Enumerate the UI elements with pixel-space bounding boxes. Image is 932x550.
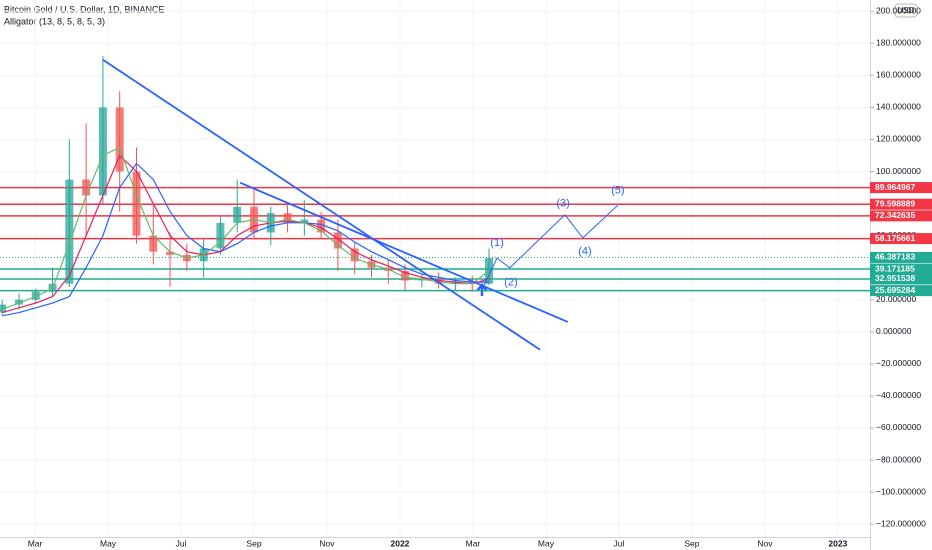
chart-title: Bitcoin Gold / U.S. Dollar, 1D, BINANCE bbox=[4, 4, 165, 14]
candle-body bbox=[149, 235, 158, 252]
x-tick-label: May bbox=[100, 538, 117, 548]
candle-body bbox=[350, 248, 359, 262]
currency-badge[interactable] bbox=[894, 3, 918, 18]
y-tick-label: 100.000000 bbox=[876, 166, 921, 176]
wave-label: (4) bbox=[578, 246, 591, 258]
x-tick-label: Jul bbox=[176, 538, 187, 548]
wave-label: (2) bbox=[504, 277, 517, 289]
alligator-line bbox=[2, 162, 489, 317]
candle-body bbox=[283, 213, 292, 223]
plot-area bbox=[0, 0, 870, 537]
y-tick-label: −60.000000 bbox=[876, 422, 921, 432]
x-tick-label: Sep bbox=[684, 538, 699, 548]
candle-body bbox=[14, 299, 23, 305]
trend-line bbox=[239, 181, 569, 323]
trend-line bbox=[102, 59, 541, 351]
y-tick-label: −20.000000 bbox=[876, 358, 921, 368]
price-label: 46.387183 bbox=[875, 252, 915, 262]
candle-body bbox=[434, 278, 443, 284]
candle-body bbox=[65, 179, 74, 284]
indicator-label: Alligator (13, 8, 5, 8, 5, 3) bbox=[4, 16, 105, 26]
candle-body bbox=[333, 232, 342, 249]
price-label-box bbox=[870, 198, 932, 210]
candle-body bbox=[115, 107, 124, 172]
candle-body bbox=[468, 282, 477, 284]
price-label: 79.598889 bbox=[875, 198, 915, 208]
price-label-box bbox=[870, 210, 932, 222]
x-tick-label: Nov bbox=[319, 538, 335, 548]
y-tick-label: 0.000000 bbox=[876, 326, 912, 336]
price-label: 72.342635 bbox=[875, 210, 915, 220]
candle-body bbox=[166, 251, 175, 255]
wave-label: (5) bbox=[611, 185, 624, 197]
alligator-line bbox=[2, 154, 490, 314]
x-tick-label: Jul bbox=[613, 538, 624, 548]
y-tick-label: −120.000000 bbox=[876, 518, 926, 528]
x-tick-label: Sep bbox=[246, 538, 261, 548]
price-label-box bbox=[870, 251, 932, 263]
x-tick-label: Mar bbox=[466, 538, 481, 548]
price-label-box bbox=[870, 182, 932, 194]
x-tick-label: 2022 bbox=[391, 538, 410, 548]
y-tick-label: −100.000000 bbox=[876, 486, 926, 496]
price-label-box bbox=[870, 233, 932, 245]
y-tick-label: 200.000000 bbox=[876, 5, 921, 15]
x-tick-label: 2023 bbox=[828, 538, 847, 548]
price-label-box bbox=[870, 273, 932, 285]
wave-label: (1) bbox=[490, 237, 503, 249]
candle-body bbox=[401, 270, 410, 281]
price-label-box bbox=[870, 263, 932, 275]
y-tick-label: 180.000000 bbox=[876, 38, 921, 48]
candle-body bbox=[317, 219, 326, 233]
candle-body bbox=[31, 291, 40, 300]
y-tick-label: 120.000000 bbox=[876, 134, 921, 144]
price-label: 25.695284 bbox=[875, 285, 915, 295]
price-label: 89.964967 bbox=[875, 182, 915, 192]
candle-body bbox=[233, 206, 242, 223]
x-tick-label: May bbox=[538, 538, 555, 548]
price-label: 32.951538 bbox=[875, 273, 915, 283]
y-tick-label: −40.000000 bbox=[876, 390, 921, 400]
candle-body bbox=[300, 219, 309, 223]
currency-label: USD bbox=[898, 6, 915, 15]
x-tick-label: Mar bbox=[28, 538, 43, 548]
candle-body bbox=[82, 179, 91, 196]
alligator-line bbox=[1, 146, 490, 310]
candle-body bbox=[98, 107, 107, 196]
candle-body bbox=[451, 282, 460, 284]
price-label-box bbox=[870, 285, 932, 297]
candle-body bbox=[417, 278, 426, 281]
candle-body bbox=[216, 222, 225, 249]
wave-path bbox=[482, 204, 619, 289]
candle-body bbox=[485, 258, 494, 284]
x-tick-label: Nov bbox=[757, 538, 773, 548]
y-tick-label: 20.000000 bbox=[876, 294, 916, 304]
y-tick-label: −80.000000 bbox=[876, 454, 921, 464]
price-label: 39.171185 bbox=[875, 263, 915, 273]
y-tick-label: 140.000000 bbox=[876, 102, 921, 112]
price-label: 58.175661 bbox=[875, 233, 915, 243]
candle-body bbox=[132, 171, 141, 236]
y-tick-label: 160.000000 bbox=[876, 70, 921, 80]
wave-label: (3) bbox=[556, 197, 569, 209]
